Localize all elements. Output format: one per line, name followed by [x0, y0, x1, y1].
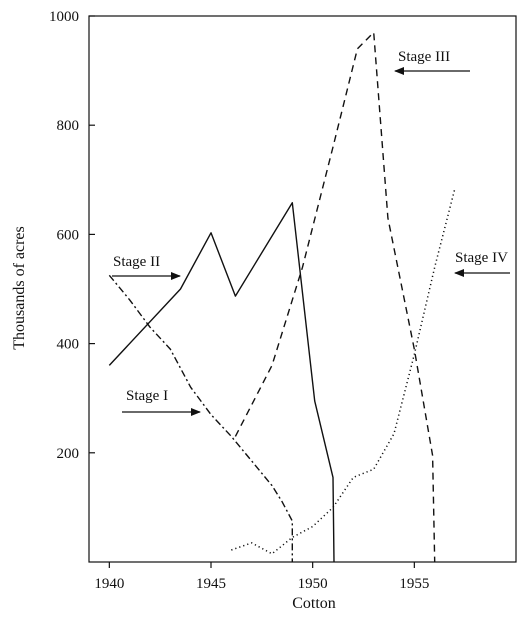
series-line-stage-ii	[108, 202, 335, 563]
y-tick-label: 1000	[49, 9, 79, 25]
annotation-layer: Stage I Stage II Stage III Stage IV	[112, 49, 510, 416]
annotation-stage-i: Stage I	[126, 388, 168, 404]
series-layer	[108, 31, 456, 563]
axes: 1940 1945 1950 1955 200 400 600 800 1000	[49, 9, 517, 592]
y-tick-label: 600	[57, 227, 80, 243]
series-line-stage-iv	[231, 187, 456, 555]
y-tick-label: 800	[57, 118, 80, 134]
annotation-stage-iv: Stage IV	[455, 250, 508, 266]
x-tick-label: 1950	[298, 576, 328, 592]
series-line-stage-i	[108, 274, 293, 562]
x-axis-title: Cotton	[292, 595, 336, 612]
annotation-stage-iii: Stage III	[398, 49, 450, 65]
x-tick-label: 1945	[196, 576, 226, 592]
plot-frame	[88, 15, 517, 563]
x-tick-label: 1940	[94, 576, 124, 592]
series-line-stage-iii	[234, 31, 436, 563]
y-axis-title: Thousands of acres	[11, 226, 28, 350]
annotation-stage-ii: Stage II	[113, 254, 160, 270]
y-tick-label: 400	[57, 337, 80, 353]
y-tick-label: 200	[57, 446, 80, 462]
x-tick-label: 1955	[399, 576, 429, 592]
